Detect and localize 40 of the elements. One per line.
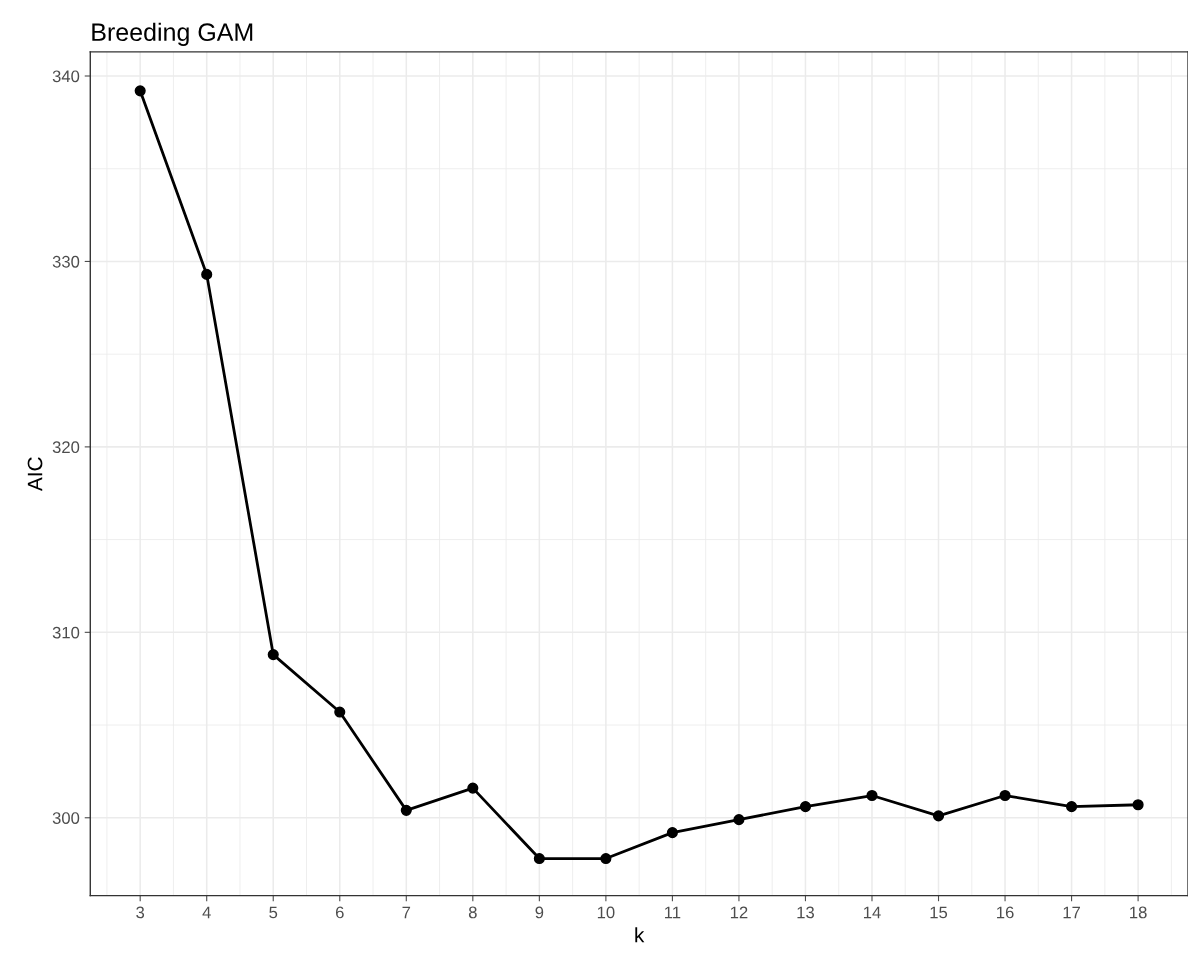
x-tick-label: 12 [730, 906, 748, 919]
point [267, 649, 279, 661]
x-tick-label: 11 [665, 906, 681, 919]
x-tick-label: 16 [997, 906, 1014, 919]
point [1132, 799, 1144, 811]
point [733, 814, 745, 826]
y-tick-label: 340 [52, 70, 80, 83]
point [400, 804, 412, 816]
point [666, 827, 678, 839]
point [600, 853, 612, 865]
x-tick-label: 18 [1130, 906, 1147, 919]
point [533, 853, 545, 865]
chart-title: Breeding GAM [92, 22, 253, 46]
x-tick-label: 10 [597, 906, 615, 919]
point [999, 789, 1011, 802]
point [799, 801, 812, 813]
y-tick-label: 320 [52, 441, 80, 454]
x-tick-label: 4 [202, 906, 211, 919]
x-tick-label: 3 [136, 906, 145, 919]
x-tick-label: 6 [335, 906, 344, 919]
point [932, 810, 945, 822]
x-tick-label: 14 [863, 906, 881, 919]
y-tick-label: 300 [52, 812, 80, 824]
x-tick-label: 5 [269, 906, 278, 919]
y-tick-label: 330 [52, 255, 80, 268]
x-tick-label: 7 [402, 906, 411, 919]
x-tick-label: 15 [930, 906, 948, 919]
point [467, 782, 479, 794]
point [201, 268, 213, 280]
x-tick-label: 8 [468, 906, 477, 919]
point [134, 85, 146, 97]
y-axis-title: AIC [27, 457, 43, 492]
x-tick-label: 17 [1063, 906, 1081, 919]
point [1066, 801, 1078, 813]
point [334, 706, 346, 718]
x-tick-label: 13 [797, 906, 814, 919]
x-axis-title: k [635, 927, 645, 943]
x-tick-label: 9 [535, 906, 544, 919]
point [866, 789, 878, 802]
y-tick-label: 310 [52, 626, 80, 639]
